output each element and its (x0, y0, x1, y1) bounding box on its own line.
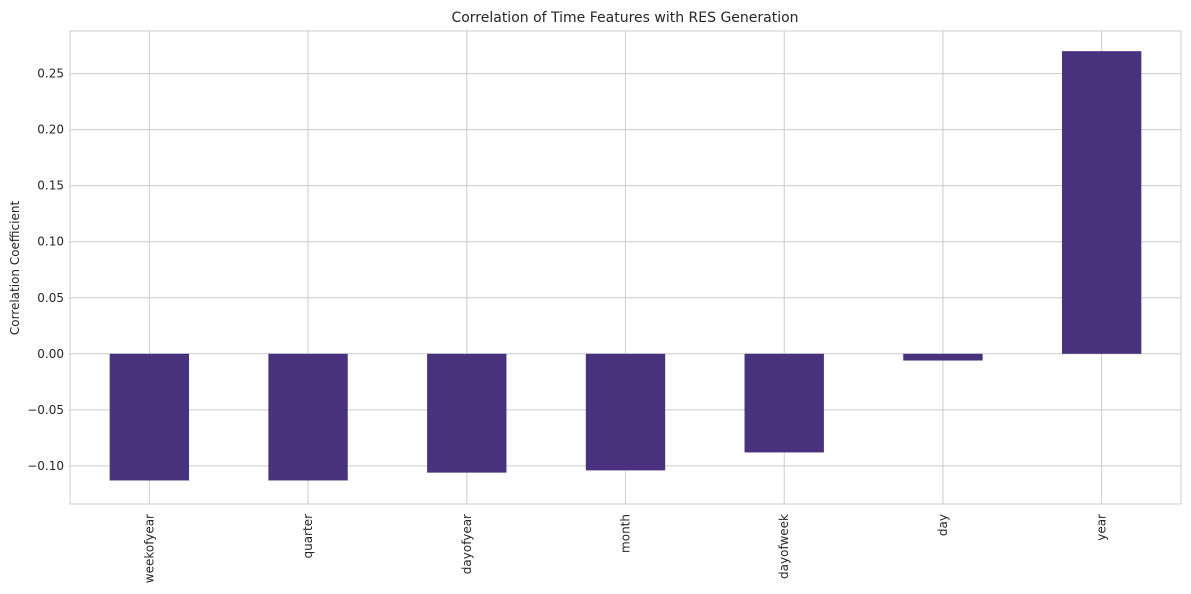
y-tick-label: 0.20 (37, 123, 64, 137)
y-tick-label: 0.10 (37, 235, 64, 249)
y-tick-label: −0.05 (27, 403, 64, 417)
x-tick-label: weekofyear (142, 514, 156, 583)
chart-title: Correlation of Time Features with RES Ge… (451, 10, 798, 26)
x-tick-label: month (619, 514, 633, 553)
y-tick-label: 0.00 (37, 347, 64, 361)
y-tick-labels: −0.10 −0.05 0.00 0.05 0.10 0.15 0.20 0.25 (27, 67, 64, 473)
x-tick-label: dayofweek (777, 514, 791, 579)
y-tick-label: −0.10 (27, 459, 64, 473)
x-tick-label: day (936, 514, 950, 536)
bar-dayofweek (744, 353, 824, 453)
grid-lines (70, 31, 1181, 504)
x-tick-labels: weekofyear quarter dayofyear month dayofweek… (142, 514, 1108, 583)
bar-year (1061, 51, 1142, 354)
y-tick-label: 0.05 (37, 291, 64, 305)
bars (109, 51, 1142, 481)
x-tick-label: quarter (301, 514, 315, 559)
x-tick-label: dayofyear (460, 514, 474, 574)
x-tick-label: year (1095, 514, 1109, 541)
bar-weekofyear (109, 353, 190, 481)
bar-quarter (268, 353, 348, 481)
y-tick-label: 0.25 (37, 67, 64, 81)
bar-dayofyear (427, 353, 507, 473)
plot-frame (69, 30, 1182, 505)
y-axis-label: Correlation Coefficient (8, 201, 22, 336)
bar-month (585, 353, 666, 471)
y-tick-label: 0.15 (37, 179, 64, 193)
bar-day (903, 353, 983, 361)
